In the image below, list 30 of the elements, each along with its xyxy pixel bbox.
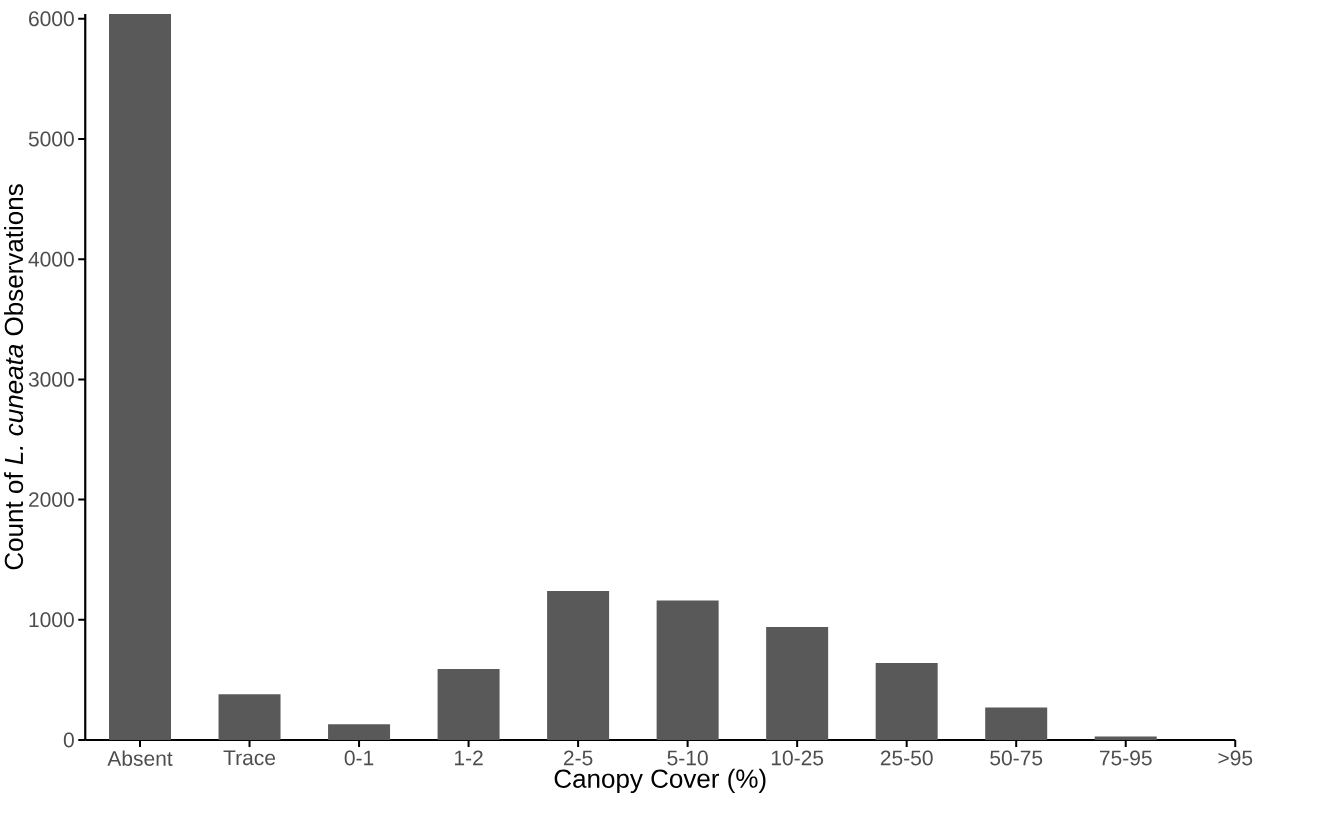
- y-tick-label: 6000: [29, 11, 74, 27]
- x-tick-label: Trace: [223, 750, 276, 766]
- x-tick-label: 2-5: [563, 750, 593, 766]
- x-axis-title: Canopy Cover (%): [554, 768, 766, 794]
- bar: [437, 669, 500, 740]
- x-tick-label: 0-1: [344, 750, 374, 766]
- x-tick-label: 1-2: [455, 750, 483, 766]
- y-axis-title: Count of L. cuneata Observations: [4, 184, 24, 570]
- bar: [218, 694, 281, 740]
- x-tick-label: 5-10: [667, 750, 708, 766]
- y-tick-label: 0: [63, 732, 74, 748]
- y-tick-label: 2000: [29, 492, 74, 508]
- bar: [766, 627, 829, 740]
- y-tick-label: 4000: [28, 251, 74, 267]
- y-tick-label: 1000: [29, 612, 74, 628]
- x-tick-label: Absent: [107, 750, 173, 766]
- bar: [109, 13, 172, 740]
- bar: [875, 663, 938, 740]
- y-tick-label: 3000: [28, 371, 74, 387]
- x-tick-label: >95: [1218, 750, 1253, 766]
- x-tick-label: 50-75: [990, 750, 1043, 766]
- x-tick-label: 25-50: [880, 750, 933, 766]
- bar: [656, 600, 719, 740]
- bar: [1094, 736, 1157, 740]
- bar: [328, 724, 391, 740]
- bar: [985, 707, 1048, 740]
- x-tick-label: 10-25: [771, 750, 824, 766]
- bar: [547, 590, 610, 740]
- y-tick-label: 5000: [28, 131, 74, 147]
- x-tick-label: 75-95: [1099, 750, 1152, 766]
